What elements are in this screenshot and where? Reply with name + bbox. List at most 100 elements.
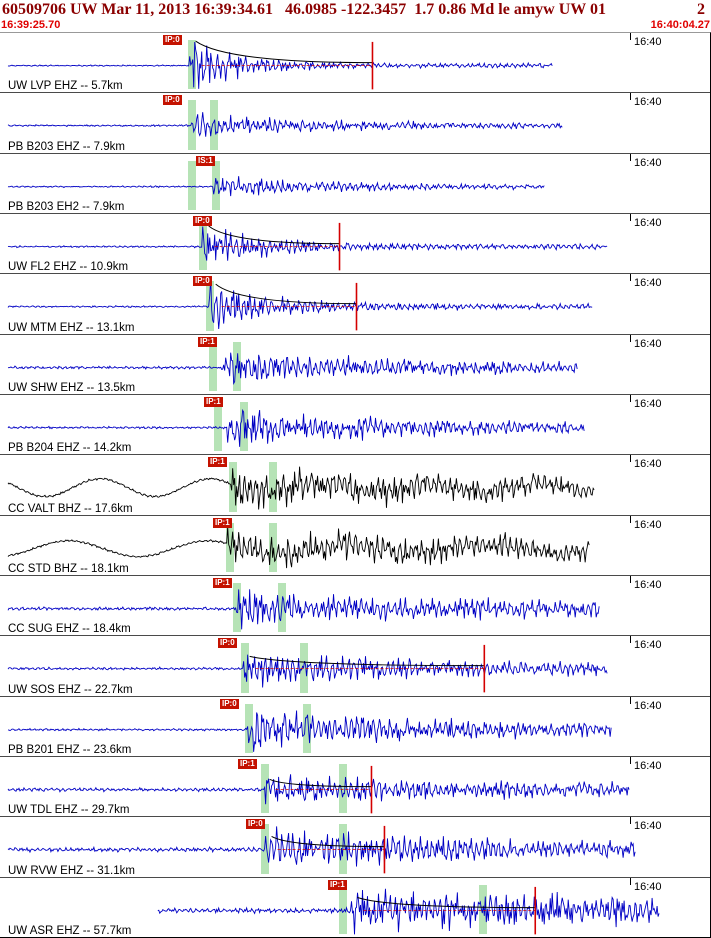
pick-flag[interactable]: IP:0 xyxy=(246,819,265,830)
waveform-path xyxy=(7,466,595,510)
minute-tick xyxy=(630,636,631,644)
trace-row[interactable]: 16:40 IP:1 CC SUG EHZ -- 18.4km xyxy=(0,575,710,637)
pick-window-band xyxy=(188,160,196,210)
minute-tick xyxy=(630,877,631,885)
waveform-path xyxy=(7,277,593,330)
minute-tick xyxy=(630,394,631,402)
minute-label: 16:40 xyxy=(634,820,662,833)
trace-row[interactable]: 16:40 IS:1 PB B203 EH2 -- 7.9km xyxy=(0,153,710,214)
trace-row[interactable]: 16:40 IP:0 UW SOS EHZ -- 22.7km xyxy=(0,636,710,697)
pick-window-band xyxy=(188,100,196,150)
minute-label: 16:40 xyxy=(634,699,662,712)
minute-label: 16:40 xyxy=(634,880,662,893)
minute-tick xyxy=(630,696,631,704)
station-label: PB B203 EH2 -- 7.9km xyxy=(8,200,125,213)
pick-flag[interactable]: IP:0 xyxy=(193,276,212,287)
pick-flag[interactable]: IP:1 xyxy=(238,758,257,769)
pick-flag[interactable]: IP:0 xyxy=(163,35,182,45)
station-label: UW ASR EHZ -- 57.7km xyxy=(8,924,132,937)
coda-envelope xyxy=(271,836,385,848)
minute-tick xyxy=(630,817,631,825)
minute-tick xyxy=(630,575,631,583)
pick-window-band xyxy=(339,884,347,934)
minute-tick xyxy=(630,756,631,764)
station-label: PB B203 EHZ -- 7.9km xyxy=(8,140,125,153)
pick-flag[interactable]: IP:0 xyxy=(220,698,239,709)
trace-row[interactable]: 16:40 IP:1 PB B204 EHZ -- 14.2km xyxy=(0,394,710,456)
waveform-path xyxy=(7,175,545,196)
pick-flag[interactable]: IP:1 xyxy=(204,396,223,407)
pick-window-band xyxy=(303,703,311,753)
pick-flag[interactable]: IP:0 xyxy=(163,95,182,106)
minute-tick xyxy=(630,455,631,463)
waveform-path xyxy=(7,408,585,447)
pick-flag[interactable]: IP:0 xyxy=(218,638,237,649)
trace-row[interactable]: 16:40 IP:1 UW ASR EHZ -- 57.7km xyxy=(0,877,710,937)
waveform-path xyxy=(157,888,660,934)
event-summary: 60509706 UW Mar 11, 2013 16:39:34.61 46.… xyxy=(2,1,606,18)
station-label: CC STD BHZ -- 18.1km xyxy=(8,562,129,575)
pick-flag[interactable]: IP:1 xyxy=(198,336,217,347)
trace-row[interactable]: 16:40 IP:1 UW SHW EHZ -- 13.5km xyxy=(0,334,710,395)
minute-label: 16:40 xyxy=(634,397,662,410)
waveform xyxy=(157,886,660,934)
pick-flag[interactable]: IP:1 xyxy=(328,879,347,890)
trace-row[interactable]: 16:40 IP:1 UW TDL EHZ -- 29.7km xyxy=(0,756,710,818)
minute-label: 16:40 xyxy=(634,96,662,109)
waveform-path xyxy=(7,654,608,688)
pick-flag[interactable]: IP:1 xyxy=(208,457,227,468)
waveform xyxy=(7,765,630,814)
waveform xyxy=(7,466,595,510)
pick-window-band xyxy=(269,462,277,512)
minute-tick xyxy=(630,93,631,101)
pick-flag[interactable]: IS:1 xyxy=(196,155,215,166)
trace-row[interactable]: 16:40 IP:1 CC STD BHZ -- 18.1km xyxy=(0,515,710,576)
station-label: UW SOS EHZ -- 22.7km xyxy=(8,683,133,696)
waveform-path xyxy=(7,826,636,867)
minute-label: 16:40 xyxy=(634,578,662,591)
pick-window-band xyxy=(209,341,217,391)
waveform xyxy=(7,408,585,447)
event-header: 60509706 UW Mar 11, 2013 16:39:34.61 46.… xyxy=(0,0,711,19)
pick-window-band xyxy=(241,643,249,693)
waveform-path xyxy=(7,112,563,138)
minute-label: 16:40 xyxy=(634,156,662,169)
waveform-path xyxy=(7,774,630,805)
station-label: CC SUG EHZ -- 18.4km xyxy=(8,623,131,636)
pick-window-band xyxy=(245,703,253,753)
trace-row[interactable]: 16:40 IP:0 UW FL2 EHZ -- 10.9km xyxy=(0,213,710,275)
station-label: UW LVP EHZ -- 5.7km xyxy=(8,80,123,93)
window-end-time: 16:40:04.27 xyxy=(650,19,710,31)
trace-row[interactable]: 16:40 IP:0 UW RVW EHZ -- 31.1km xyxy=(0,817,710,878)
trace-row[interactable]: 16:40 IP:1 CC VALT BHZ -- 17.6km xyxy=(0,455,710,516)
trace-row[interactable]: 16:40 IP:0 UW MTM EHZ -- 13.1km xyxy=(0,274,710,335)
minute-label: 16:40 xyxy=(634,36,662,48)
minute-label: 16:40 xyxy=(634,337,662,350)
coda-envelope xyxy=(215,284,357,305)
waveform xyxy=(7,589,600,630)
pick-flag[interactable]: IP:0 xyxy=(193,215,212,226)
station-label: UW FL2 EHZ -- 10.9km xyxy=(8,261,129,274)
station-label: PB B204 EHZ -- 14.2km xyxy=(8,442,132,455)
trace-row[interactable]: 16:40 IP:0 UW LVP EHZ -- 5.7km xyxy=(0,33,710,94)
coda-envelope xyxy=(269,778,372,788)
trace-row[interactable]: 16:40 IP:0 PB B201 EHZ -- 23.6km xyxy=(0,696,710,757)
station-label: UW SHW EHZ -- 13.5km xyxy=(8,381,136,394)
minute-label: 16:40 xyxy=(634,216,662,229)
coda-envelope xyxy=(195,40,373,64)
page-number: 2 xyxy=(697,1,705,18)
minute-tick xyxy=(630,274,631,282)
coda-envelope xyxy=(208,225,340,245)
minute-tick xyxy=(630,515,631,523)
waveform xyxy=(7,710,612,752)
pick-flag[interactable]: IP:1 xyxy=(213,517,232,528)
minute-label: 16:40 xyxy=(634,458,662,471)
trace-row[interactable]: 16:40 IP:0 PB B203 EHZ -- 7.9km xyxy=(0,93,710,154)
minute-tick xyxy=(630,33,631,40)
pick-window-band xyxy=(233,582,241,633)
pick-window-band xyxy=(206,281,214,331)
pick-flag[interactable]: IP:1 xyxy=(213,577,232,588)
time-window-bar: 16:39:25.70 16:40:04.27 xyxy=(0,19,711,32)
waveform xyxy=(7,352,578,385)
